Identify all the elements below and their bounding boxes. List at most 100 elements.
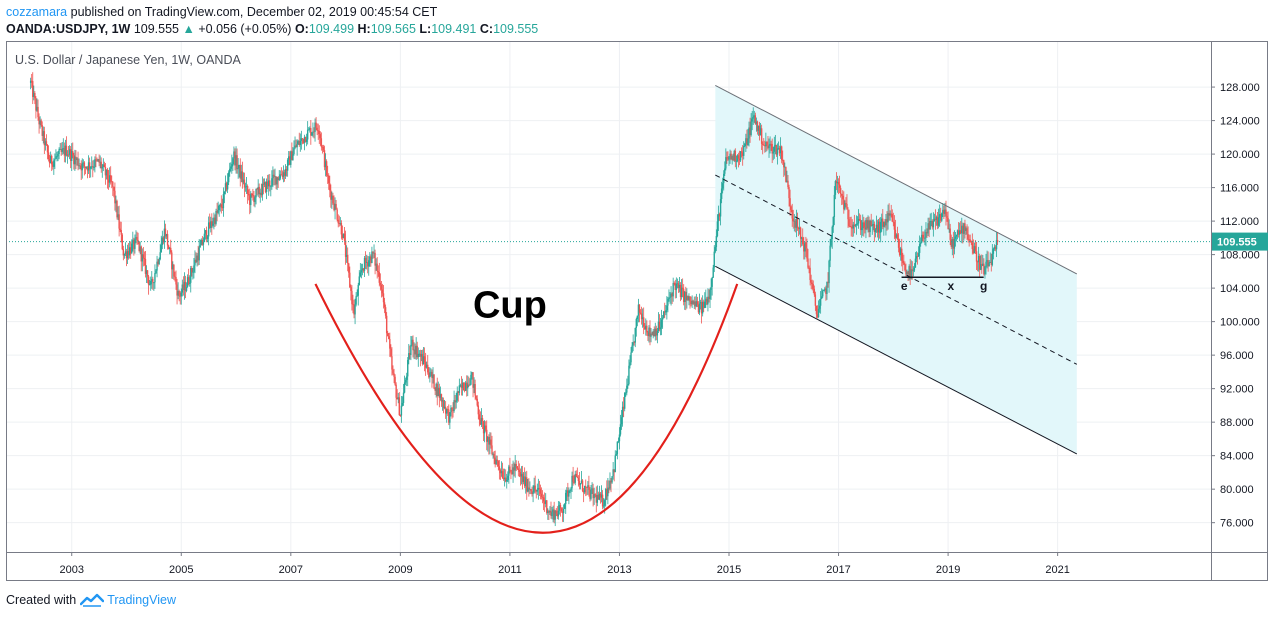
candle-body — [906, 271, 908, 275]
candle-body — [158, 259, 160, 264]
price-chart[interactable]: Cup e x g 76.000 80.000 84.000 88.000 92.000 96.0… — [6, 41, 1268, 581]
candle-body — [468, 384, 470, 386]
candle-body — [172, 264, 174, 270]
candle-body — [424, 362, 427, 368]
candle-body — [264, 182, 267, 192]
candle-body — [565, 492, 567, 505]
candle-body — [777, 147, 780, 149]
candle-body — [786, 180, 788, 182]
candle-body — [173, 264, 175, 277]
candle-body — [865, 219, 867, 230]
candle-body — [167, 245, 170, 250]
candle-body — [142, 254, 145, 258]
candle-body — [658, 321, 661, 330]
point-label-g: g — [980, 279, 987, 293]
y-tick-label: 80.000 — [1220, 484, 1254, 496]
candle-body — [282, 172, 285, 177]
candle-body — [935, 216, 938, 220]
candle-body — [574, 473, 576, 483]
candle-body — [322, 146, 325, 151]
candle-body — [318, 130, 320, 135]
candle-body — [631, 345, 633, 353]
candle-body — [937, 217, 940, 226]
candle-body — [168, 247, 171, 250]
candle-body — [889, 213, 891, 216]
candle-body — [355, 296, 357, 305]
candle-body — [288, 156, 290, 160]
candle-body — [111, 181, 113, 183]
candle-body — [328, 175, 330, 184]
candle-body — [612, 469, 614, 477]
candle-body — [507, 475, 509, 481]
candle-body — [346, 254, 349, 264]
candle-body — [895, 234, 898, 238]
candle-body — [797, 227, 800, 230]
candle-body — [784, 166, 786, 168]
candle-body — [651, 333, 653, 335]
candle-body — [853, 224, 856, 227]
candle-body — [659, 327, 662, 330]
candle-body — [922, 234, 924, 238]
candle-body — [71, 151, 73, 161]
candle-body — [714, 247, 717, 252]
candle-body — [743, 145, 745, 156]
point-label-x: x — [947, 279, 954, 293]
ohlc-bar: OANDA:USDJPY, 1W 109.555 ▲ +0.056 (+0.05… — [6, 22, 538, 36]
candle-body — [370, 256, 372, 264]
tradingview-link[interactable]: TradingView — [107, 593, 176, 607]
candle-body — [817, 308, 820, 318]
candle-body — [175, 276, 177, 285]
candle-body — [697, 304, 700, 313]
candle-body — [951, 239, 954, 247]
candle-body — [609, 480, 611, 489]
candle-body — [98, 159, 100, 163]
candle-body — [611, 476, 613, 483]
candle-body — [964, 223, 966, 231]
candle-body — [962, 225, 964, 234]
candle-body — [388, 336, 390, 340]
candle-body — [636, 315, 639, 319]
candle-body — [334, 203, 336, 211]
author-link[interactable]: cozzamara — [6, 5, 68, 19]
candle-body — [156, 261, 158, 271]
candle-body — [266, 181, 269, 187]
candle-body — [442, 400, 445, 409]
last-price-label: 109.555 — [1217, 237, 1257, 249]
close-label: C: — [479, 22, 494, 36]
candle-body — [856, 223, 859, 225]
candle-body — [908, 266, 910, 275]
candle-body — [502, 478, 505, 480]
candle-body — [610, 480, 612, 483]
candle-body — [357, 284, 359, 296]
candle-body — [689, 296, 691, 302]
candle-body — [320, 138, 323, 147]
candle-body — [126, 251, 129, 259]
candle-body — [537, 487, 540, 490]
candle-body — [420, 354, 423, 357]
candle-body — [79, 165, 81, 167]
candle-body — [40, 120, 42, 126]
candle-body — [416, 345, 418, 358]
candle-body — [514, 463, 516, 471]
chart-frame[interactable]: Cup e x g 76.000 80.000 84.000 88.000 92.000 96.0… — [6, 41, 1268, 581]
candle-body — [704, 301, 706, 308]
candle-body — [58, 149, 60, 154]
candle-body — [530, 489, 532, 492]
candle-body — [740, 151, 743, 153]
candle-body — [202, 242, 205, 245]
candle-body — [732, 156, 734, 161]
candle-body — [44, 141, 47, 146]
candle-body — [217, 210, 219, 213]
candle-body — [532, 492, 534, 494]
candle-body — [793, 220, 796, 222]
candle-body — [948, 228, 950, 230]
candle-body — [571, 475, 573, 489]
candle-body — [308, 129, 310, 131]
candle-body — [641, 317, 644, 320]
candle-body — [874, 229, 877, 233]
candle-body — [911, 269, 913, 271]
candle-body — [644, 326, 646, 330]
candle-body — [645, 325, 647, 330]
candle-body — [520, 473, 523, 477]
candle-body — [155, 270, 157, 274]
